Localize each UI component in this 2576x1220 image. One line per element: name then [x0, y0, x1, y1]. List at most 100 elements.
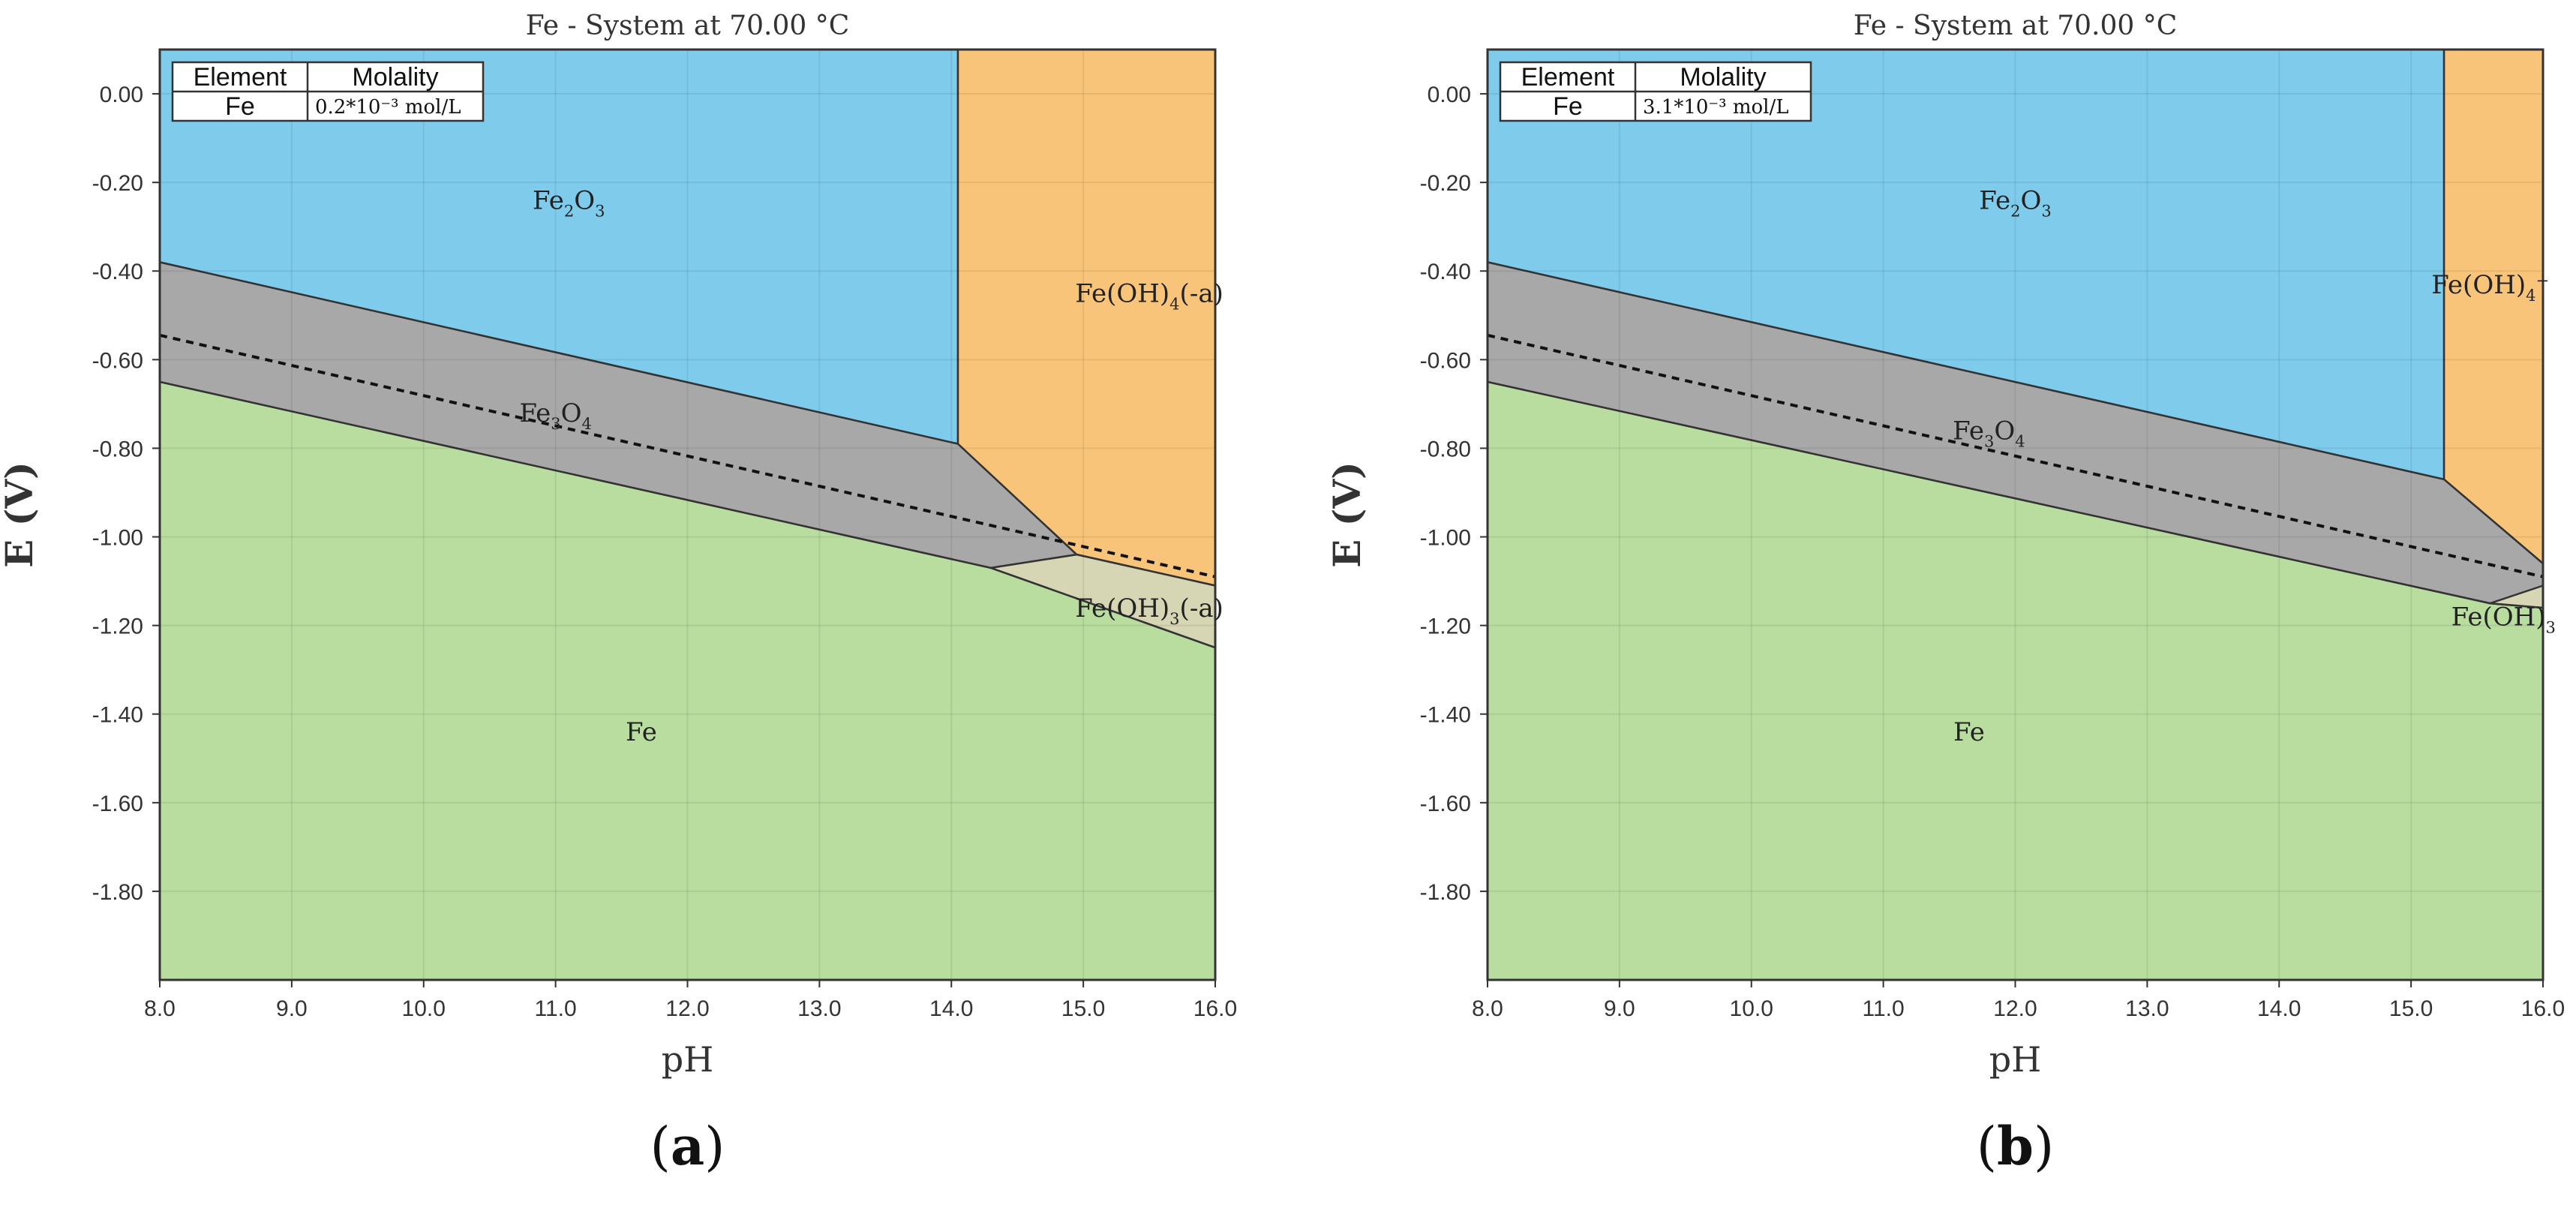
region-label-run: - — [1190, 593, 1199, 624]
region-label-run: O — [1116, 279, 1137, 309]
region-label-run: 2 — [564, 203, 574, 221]
region-label-run: 3 — [2546, 619, 2556, 637]
region-label: Fe — [626, 717, 657, 747]
chart-title: Fe - System at 70.00 °C — [526, 11, 850, 41]
y-tick-label: -1.20 — [92, 615, 143, 639]
region-label-run: O — [2493, 602, 2514, 633]
region-label-run: 2 — [2010, 203, 2020, 221]
x-tick-label: 10.0 — [1730, 996, 1773, 1021]
region-label-run: ( — [1180, 279, 1190, 309]
region-label-run: O — [1116, 593, 1137, 624]
y-tick-label: -1.20 — [1420, 615, 1471, 639]
region-label-run: O — [2472, 270, 2493, 300]
legend-header-molality: Molality — [1680, 63, 1766, 92]
region-label-run: F — [1075, 593, 1092, 624]
region-label-run: ) — [2516, 270, 2526, 300]
y-tick-label: 0.00 — [1428, 83, 1471, 107]
x-tick-label: 9.0 — [276, 996, 308, 1021]
legend-element-value: Fe — [225, 92, 255, 121]
region-label-run: 4 — [2526, 287, 2535, 305]
region-label-run: F — [2451, 602, 2469, 633]
caption-paren-close: ) — [2034, 1116, 2054, 1177]
y-tick-label: -0.20 — [92, 171, 143, 196]
region-label-run: ) — [1160, 279, 1169, 309]
x-tick-label: 16.0 — [1193, 996, 1237, 1021]
x-tick-label: 15.0 — [2389, 996, 2433, 1021]
region-label-run: F — [1075, 279, 1092, 309]
y-tick-label: -0.80 — [1420, 437, 1471, 461]
region-label-run: e — [1091, 593, 1106, 624]
region-label-run: ( — [2463, 270, 2472, 300]
x-tick-label: 15.0 — [1061, 996, 1105, 1021]
region-label-run: ( — [1180, 593, 1190, 624]
caption-paren-close: ) — [704, 1116, 725, 1177]
caption-paren-open: ( — [650, 1116, 671, 1177]
region-label-run: 3 — [595, 203, 605, 221]
y-tick-label: -1.60 — [1420, 792, 1471, 816]
x-axis-label: pH — [1989, 1039, 2042, 1080]
legend-header-molality: Molality — [352, 63, 438, 92]
region-label-run: e — [549, 186, 564, 216]
y-tick-label: -1.00 — [1420, 526, 1471, 551]
region-label-run: F — [519, 398, 536, 428]
region-label: Fe2O3 — [533, 186, 605, 221]
region-label-run: 3 — [2041, 203, 2051, 221]
region-label-run: O — [574, 186, 595, 216]
region-label-run: a — [1198, 279, 1213, 309]
region-label-run: O — [2020, 186, 2041, 216]
legend-header-element: Element — [1521, 63, 1615, 92]
x-tick-label: 13.0 — [797, 996, 841, 1021]
x-axis-label: pH — [662, 1039, 714, 1080]
legend-element-value: Fe — [1553, 92, 1583, 121]
region-label-run: e — [642, 717, 657, 747]
region-label-run: 4 — [2015, 433, 2025, 451]
y-tick-label: -0.60 — [92, 348, 143, 373]
chart-a: 8.0 9.0 10.0 11.0 12.0 13.0 14.0 15.0 16.00.00-0… — [0, 11, 1237, 1177]
legend: Element Molality Fe 0.2*10⁻³ mol/L — [171, 61, 485, 122]
region-label-run: e — [1091, 279, 1106, 309]
x-tick-label: 12.0 — [665, 996, 709, 1021]
region-label-run: e — [2448, 270, 2463, 300]
region-label-run: 3 — [551, 415, 560, 433]
region-label-run: H — [1137, 279, 1160, 309]
region-label-run: 4 — [581, 415, 591, 433]
region-label-run: ) — [2535, 602, 2545, 633]
region-label-run: ( — [2482, 602, 2492, 633]
legend-molality-value: 0.2*10⁻³ mol/L — [315, 96, 461, 119]
region-label: Fe(OH)4− — [2431, 270, 2549, 305]
region-label: Fe(OH)3(-a) — [1075, 593, 1223, 628]
region-label-run: e — [2467, 602, 2482, 633]
y-tick-label: -1.40 — [92, 703, 143, 728]
water-stability-line — [1487, 333, 2544, 578]
y-tick-label: -1.60 — [92, 792, 143, 816]
region-label-run: e — [1995, 186, 2010, 216]
region-label: Fe(OH)3 — [2451, 602, 2556, 637]
region-label-run: ) — [1160, 593, 1169, 624]
y-axis-label: E (V) — [0, 461, 41, 568]
region-label-run: e — [1969, 416, 1984, 446]
region-label-run: ( — [1106, 593, 1116, 624]
region-label-run: - — [1190, 279, 1199, 309]
region-label-run: F — [2431, 270, 2448, 300]
region-label-run: O — [561, 398, 582, 428]
y-tick-label: -0.60 — [1420, 348, 1471, 373]
region-label-run: 4 — [1169, 296, 1179, 314]
y-tick-label: -0.20 — [1420, 171, 1471, 196]
y-tick-label: -0.40 — [92, 260, 143, 284]
region-label: Fe2O3 — [1979, 186, 2051, 221]
region-label: Fe — [1953, 717, 1985, 747]
region-label-run: ( — [1106, 279, 1116, 309]
region-label-run: − — [2535, 272, 2549, 290]
region-label-run: e — [536, 398, 551, 428]
region-label-run: O — [1994, 416, 2015, 446]
region-label-run: H — [2493, 270, 2516, 300]
region-fe-oh-4- — [2442, 48, 2544, 565]
region-label: Fe3O4 — [1953, 416, 2025, 451]
legend-header-element: Element — [194, 63, 287, 92]
region-label-run: H — [1137, 593, 1160, 624]
region-label-run: F — [626, 717, 643, 747]
x-tick-label: 10.0 — [402, 996, 446, 1021]
water-stability-line — [159, 333, 1216, 578]
chart-b: 8.0 9.0 10.0 11.0 12.0 13.0 14.0 15.0 16.0 0.00 -0… — [1325, 11, 2565, 1177]
